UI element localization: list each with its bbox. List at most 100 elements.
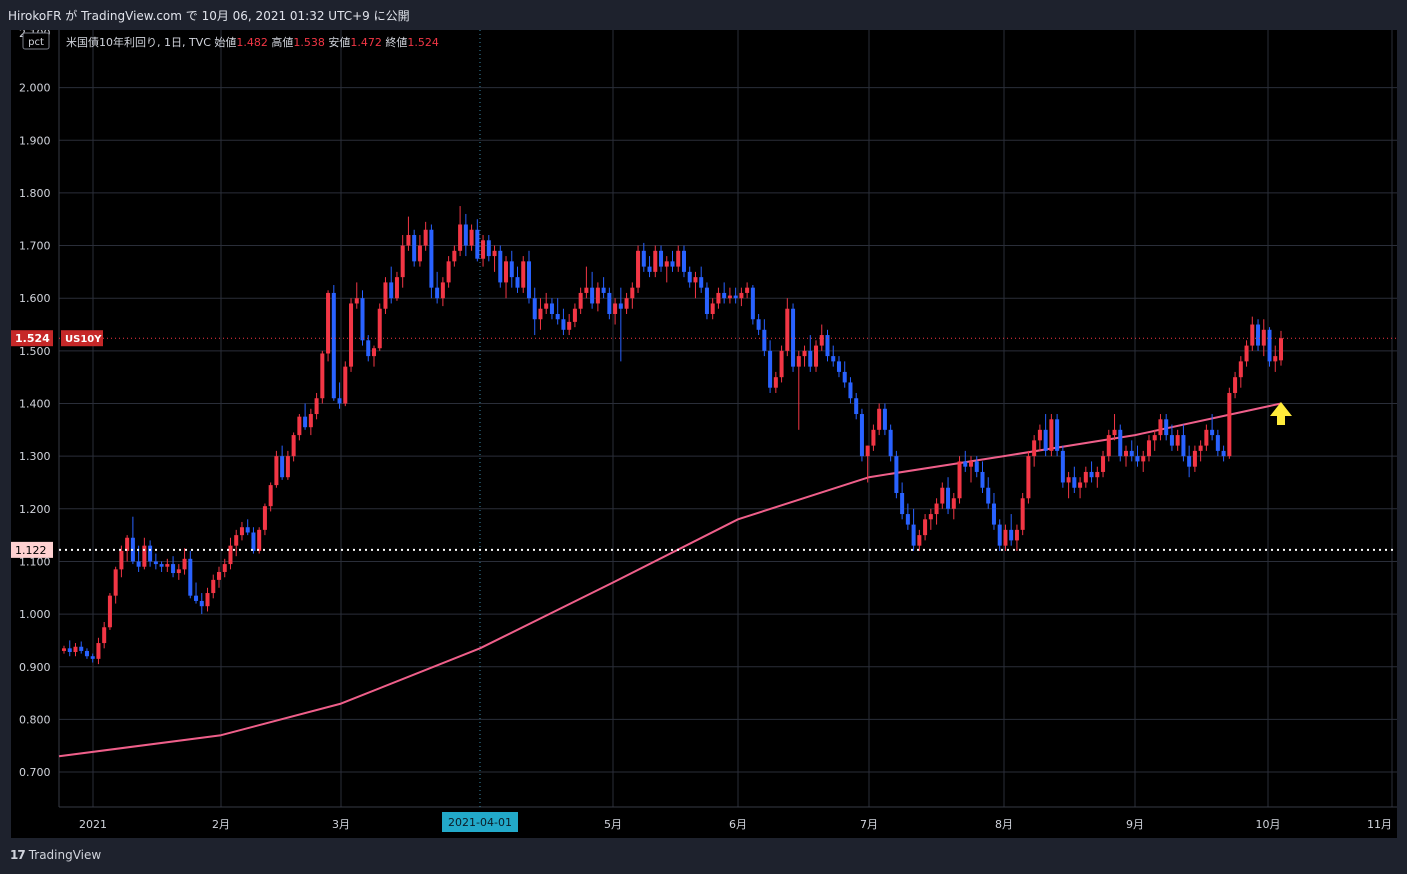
candle bbox=[274, 450, 279, 488]
candle-body bbox=[1192, 450, 1197, 467]
candle-body bbox=[228, 545, 233, 565]
candle-body bbox=[636, 250, 641, 288]
candle-body bbox=[509, 261, 514, 278]
candle-body bbox=[1227, 392, 1232, 457]
candle-body bbox=[986, 487, 991, 504]
candle-body bbox=[1003, 529, 1008, 546]
candle bbox=[969, 456, 974, 483]
candle bbox=[521, 256, 526, 293]
candlestick-chart[interactable]: 0.700 0.800 0.900 1.000 1.100 1.200 1.300 1.400… bbox=[11, 27, 1397, 838]
candle-body bbox=[1238, 361, 1243, 378]
candle bbox=[865, 445, 870, 483]
candle bbox=[1101, 450, 1106, 478]
candle bbox=[1095, 466, 1100, 488]
last-price-value: 1.524 bbox=[15, 332, 50, 345]
candle-body bbox=[84, 650, 89, 657]
candle bbox=[239, 521, 244, 541]
x-tick-label: 8月 bbox=[995, 818, 1013, 831]
candle-body bbox=[1089, 471, 1094, 478]
candle-body bbox=[969, 461, 974, 467]
candle bbox=[1175, 429, 1180, 451]
candle-body bbox=[400, 245, 405, 278]
candle-body bbox=[590, 287, 595, 304]
candle bbox=[205, 587, 210, 612]
candle bbox=[624, 292, 629, 314]
candle-body bbox=[584, 287, 589, 293]
candle-body bbox=[699, 277, 704, 288]
candle-body bbox=[297, 416, 302, 436]
candle bbox=[750, 285, 755, 325]
candle-body bbox=[188, 558, 193, 596]
tradingview-logo-icon: 17 bbox=[10, 848, 26, 862]
candle bbox=[1078, 477, 1083, 499]
candle-body bbox=[257, 529, 262, 551]
candle-body bbox=[349, 303, 354, 367]
candle bbox=[727, 287, 732, 304]
candle bbox=[526, 250, 531, 304]
candle-body bbox=[687, 271, 692, 283]
candle bbox=[107, 593, 112, 630]
candle-body bbox=[1175, 435, 1180, 446]
candle-body bbox=[211, 579, 216, 594]
candle bbox=[498, 245, 503, 288]
candle bbox=[722, 282, 727, 304]
candle bbox=[343, 361, 348, 407]
unit-badge-box bbox=[22, 32, 50, 50]
bottom-bar bbox=[0, 838, 1407, 874]
y-tick-label: 1.700 bbox=[19, 240, 51, 253]
candle-body bbox=[102, 627, 107, 644]
candle-body bbox=[486, 240, 491, 257]
candle-body bbox=[928, 514, 933, 520]
candle-body bbox=[406, 235, 411, 246]
arrow-shape bbox=[1270, 402, 1292, 425]
candle-body bbox=[1014, 529, 1019, 541]
candle-body bbox=[877, 408, 882, 430]
candle bbox=[1020, 493, 1025, 536]
candle bbox=[142, 537, 147, 570]
candle-body bbox=[1233, 377, 1238, 393]
candle bbox=[647, 256, 652, 278]
candle bbox=[515, 266, 520, 293]
candle-body bbox=[176, 569, 181, 574]
candle-body bbox=[630, 287, 635, 299]
candle bbox=[1032, 435, 1037, 467]
candle-body bbox=[389, 282, 394, 299]
candle-body bbox=[239, 527, 244, 536]
candle-body bbox=[165, 564, 170, 567]
candle-body bbox=[90, 656, 95, 659]
candle bbox=[1123, 445, 1129, 467]
candle bbox=[349, 298, 354, 372]
candle bbox=[1198, 440, 1203, 462]
candle-body bbox=[194, 595, 199, 601]
candle bbox=[572, 303, 577, 328]
candle-body bbox=[245, 527, 250, 533]
candle-body bbox=[848, 382, 853, 399]
candle-body bbox=[544, 303, 549, 309]
x-tick-label: 6月 bbox=[729, 818, 747, 831]
candle-body bbox=[199, 600, 204, 607]
candle bbox=[928, 508, 933, 530]
candle bbox=[1210, 414, 1215, 441]
candle bbox=[917, 529, 922, 551]
tradingview-logo[interactable]: 17 TradingView bbox=[10, 848, 101, 862]
candle bbox=[452, 245, 457, 267]
candle-body bbox=[716, 292, 721, 304]
y-tick-label: 2.000 bbox=[19, 82, 51, 95]
candle bbox=[1233, 371, 1238, 399]
candle bbox=[102, 621, 107, 649]
candle bbox=[1072, 466, 1077, 494]
candle bbox=[676, 245, 681, 272]
candle bbox=[618, 287, 623, 362]
symbol-badge-label: US10Y bbox=[65, 334, 102, 345]
candle bbox=[331, 285, 336, 401]
chart-area[interactable]: 0.700 0.800 0.900 1.000 1.100 1.200 1.300 1.400… bbox=[11, 27, 1397, 838]
candle bbox=[504, 256, 509, 299]
candle-body bbox=[1261, 329, 1266, 346]
candle bbox=[291, 432, 296, 462]
candle-body bbox=[676, 250, 681, 267]
candle-body bbox=[1118, 429, 1123, 457]
candle-body bbox=[314, 398, 319, 415]
candle bbox=[400, 235, 405, 288]
candle-body bbox=[785, 308, 790, 351]
candle bbox=[561, 308, 566, 336]
